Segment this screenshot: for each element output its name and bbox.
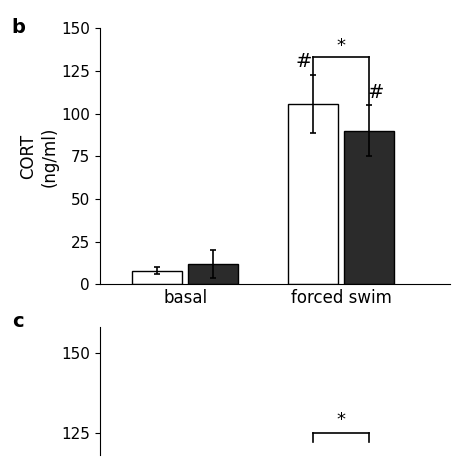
Text: #: #	[367, 83, 383, 102]
Text: c: c	[12, 312, 24, 331]
Bar	[288, 103, 338, 284]
Text: *: *	[337, 37, 346, 55]
Text: #: #	[296, 52, 312, 71]
Bar	[344, 131, 394, 284]
Bar	[188, 264, 238, 284]
Y-axis label: CORT
(ng/ml): CORT (ng/ml)	[19, 126, 58, 187]
Text: b: b	[12, 18, 26, 37]
Bar	[132, 271, 182, 284]
Text: *: *	[337, 411, 346, 429]
